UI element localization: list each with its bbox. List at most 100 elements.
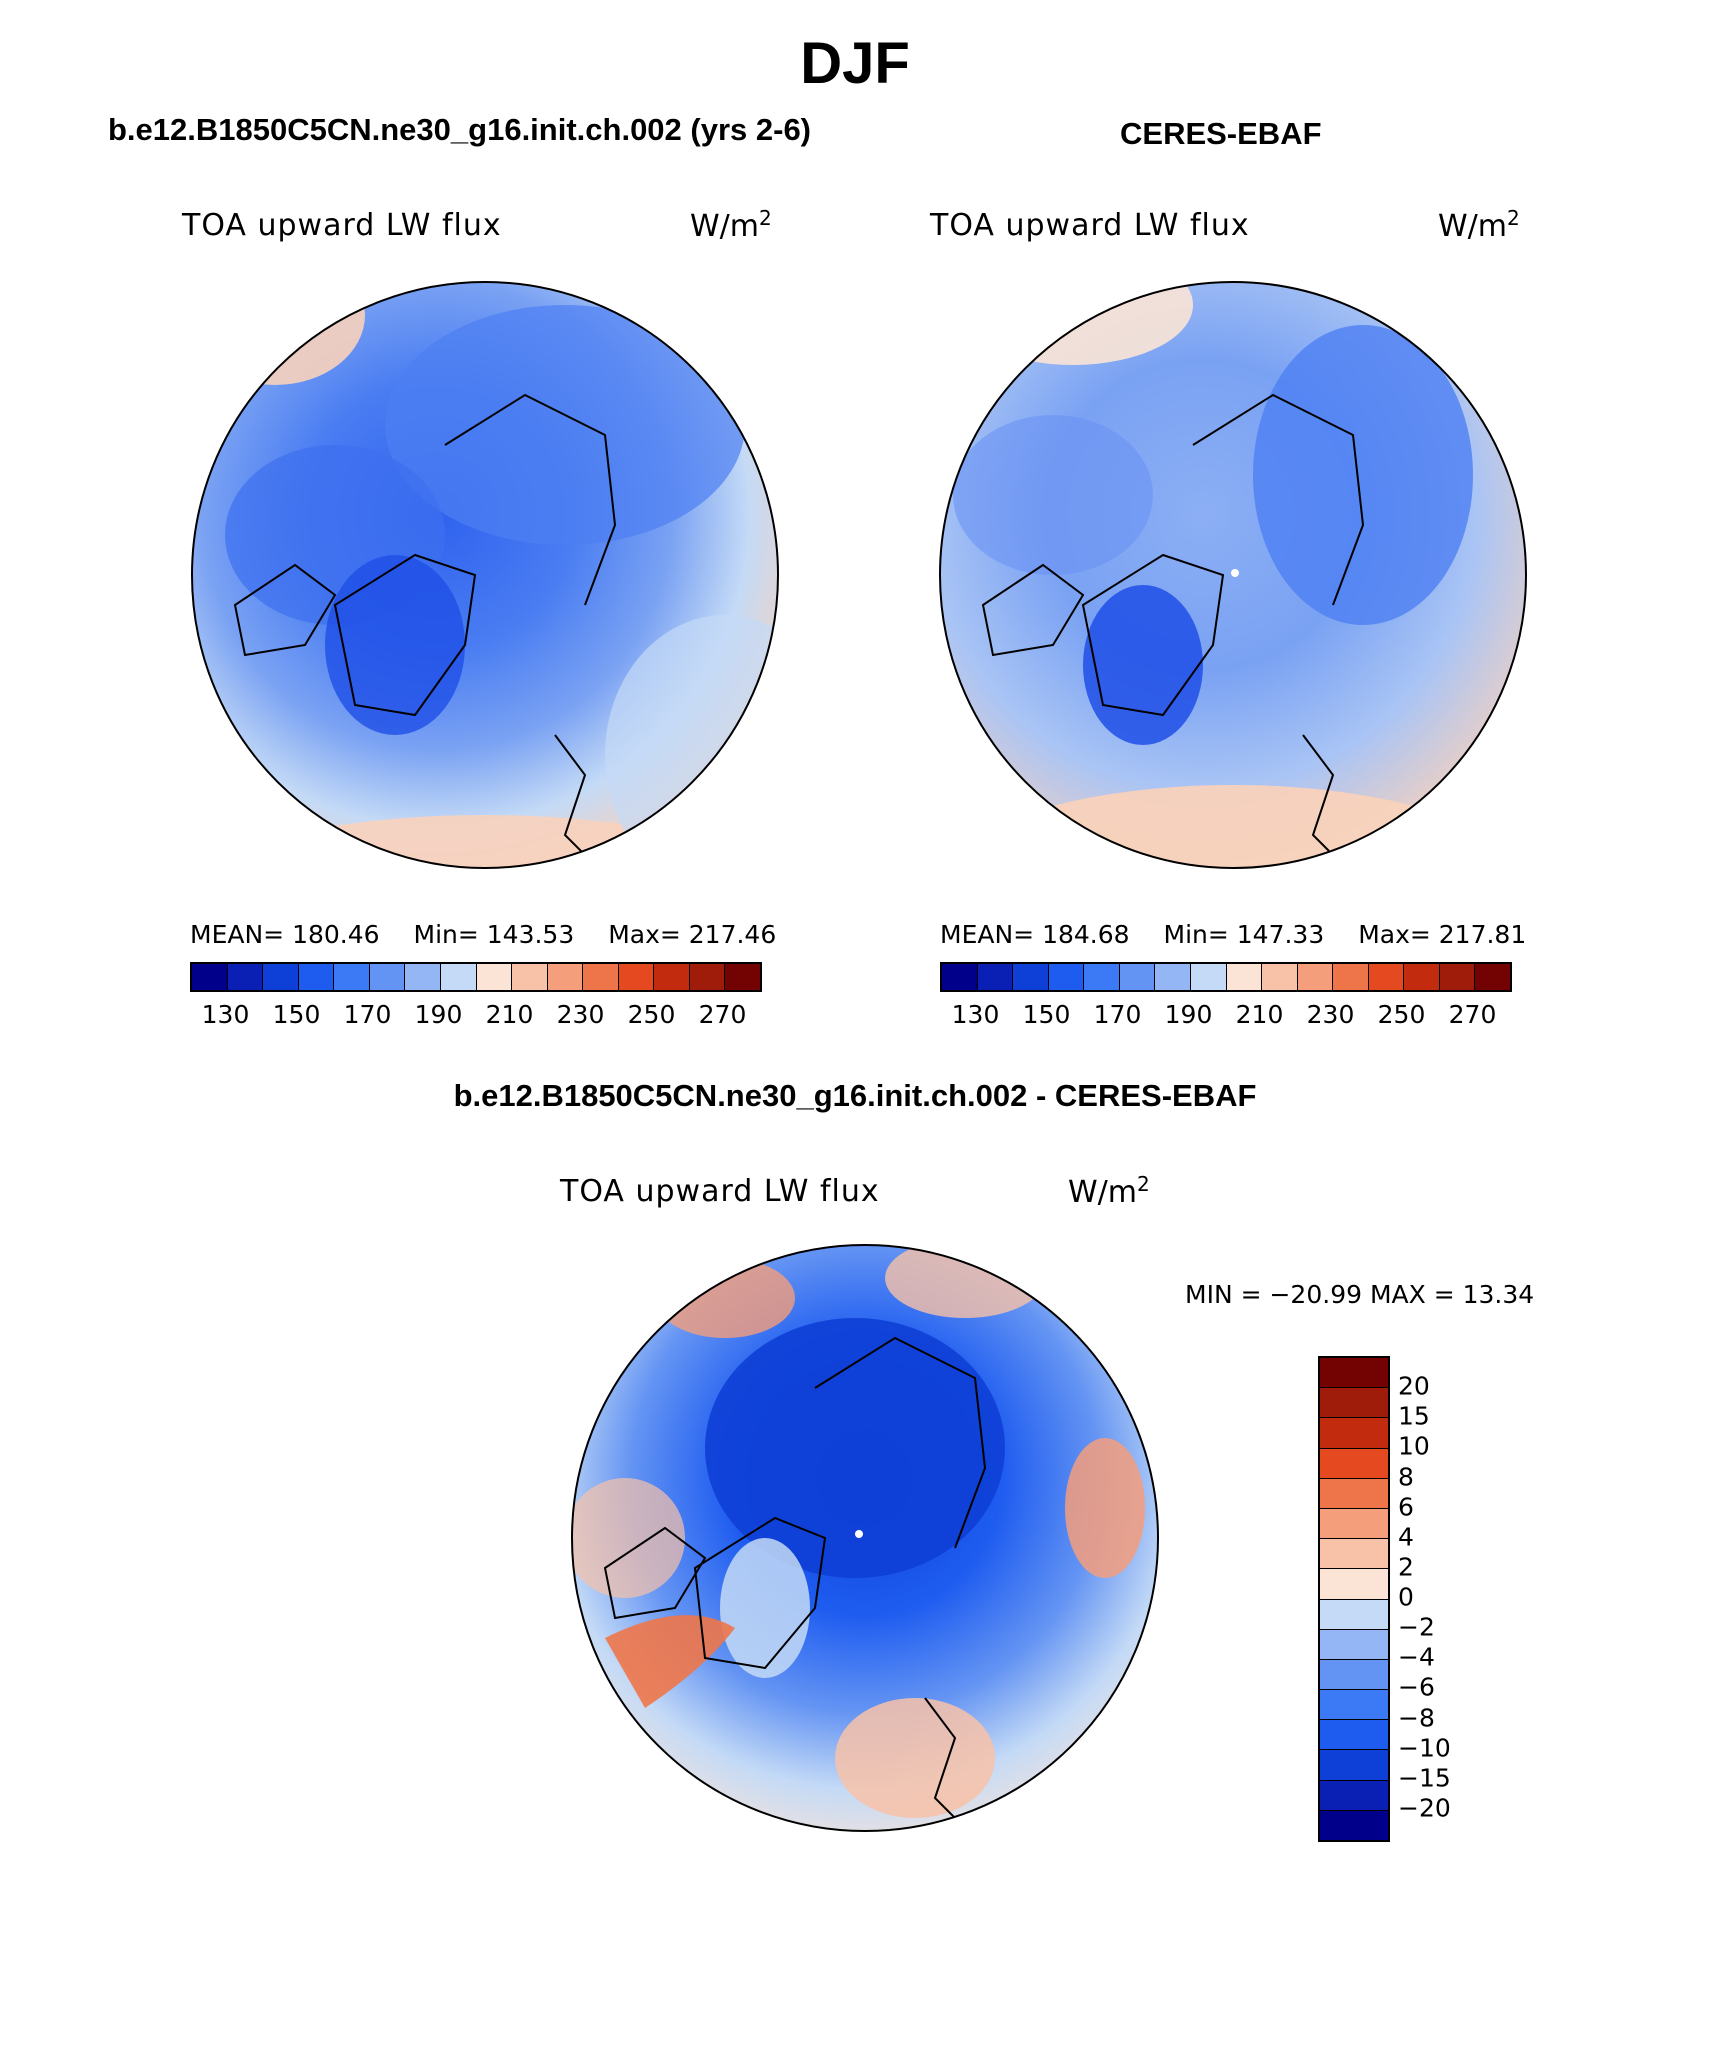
panel2-colorbar-tick: 230 — [1306, 1000, 1355, 1029]
panel3-colorbar — [1318, 1356, 1390, 1842]
panel3-colorbar-cell — [1320, 1508, 1388, 1540]
panel3-polar-map — [571, 1244, 1159, 1832]
panel1-greenland-outline — [333, 553, 477, 717]
panel1-colorbar-cell — [583, 964, 619, 990]
panel2-colorbar — [940, 962, 1512, 992]
panel3-colorbar-cell — [1320, 1690, 1388, 1721]
panel3-colorbar-tick: −20 — [1398, 1793, 1451, 1823]
panel3-variable-label: TOA upward LW flux — [560, 1174, 880, 1209]
panel2-colorbar-tick: 150 — [1022, 1000, 1071, 1029]
panel1-colorbar-cell — [369, 964, 406, 990]
panel3-colorbar-tick: −10 — [1398, 1733, 1451, 1763]
panel3-colorbar-cell — [1320, 1780, 1388, 1811]
panel1-colorbar-tick: 230 — [556, 1000, 605, 1029]
panel2-colorbar-cell — [1262, 964, 1298, 990]
panel2-stats: MEAN= 184.68 Min= 147.33 Max= 217.81 — [940, 920, 1526, 949]
panel3-colorbar-tick: 10 — [1398, 1431, 1430, 1461]
panel1-colorbar-cell — [512, 964, 548, 990]
panel1-colorbar-cell — [227, 964, 264, 990]
panel3-colorbar-tick: −6 — [1398, 1672, 1435, 1702]
panel1-colorbar-cell — [476, 964, 513, 990]
panel3-colorbar-tick: 6 — [1398, 1492, 1414, 1522]
panel2-greenland-outline — [1081, 553, 1225, 717]
panel3-colorbar-cell — [1320, 1810, 1388, 1840]
panel2-colorbar-tick: 170 — [1093, 1000, 1142, 1029]
panel2-colorbar-cell — [942, 964, 978, 990]
panel3-colorbar-tick: 8 — [1398, 1462, 1414, 1491]
panel2-variable-label: TOA upward LW flux — [930, 208, 1250, 243]
panel1-title: b.e12.B1850C5CN.ne30_g16.init.ch.002 (yr… — [108, 112, 812, 147]
panel2-colorbar-tick: 210 — [1235, 1000, 1284, 1029]
panel3-colorbar-tick: −8 — [1398, 1703, 1435, 1732]
panel2-min: Min= 147.33 — [1163, 920, 1325, 949]
panel3-title: b.e12.B1850C5CN.ne30_g16.init.ch.002 - C… — [453, 1078, 1257, 1113]
panel2-colorbar-tick: 190 — [1164, 1000, 1213, 1029]
panel1-polar-map — [191, 281, 779, 869]
panel3-colorbar-cell — [1320, 1629, 1388, 1660]
panel3-colorbar-cell — [1320, 1388, 1388, 1419]
panel1-canada-coast — [233, 563, 337, 657]
panel1-siberia-coast — [444, 393, 617, 606]
panel2-title: CERES-EBAF — [1120, 116, 1322, 151]
panel1-stats: MEAN= 180.46 Min= 143.53 Max= 217.46 — [190, 920, 776, 949]
panel1-colorbar-cell — [405, 964, 441, 990]
panel2-colorbar-cell — [1155, 964, 1191, 990]
panel3-colorbar-cell — [1320, 1659, 1388, 1691]
panel3-colorbar-cell — [1320, 1599, 1388, 1630]
panel1-min: Min= 143.53 — [413, 920, 575, 949]
panel3-units: W/m2 — [1068, 1172, 1150, 1210]
panel3-colorbar-tick: 20 — [1398, 1371, 1430, 1401]
panel3-colorbar-tick: 0 — [1398, 1582, 1414, 1612]
panel2-colorbar-tick: 130 — [951, 1000, 1000, 1029]
panel3-colorbar-tick: −15 — [1398, 1763, 1451, 1793]
figure-title: DJF — [800, 31, 910, 96]
panel2-colorbar-tick: 270 — [1448, 1000, 1497, 1029]
panel3-canada-coast — [603, 1526, 707, 1620]
panel3-map-border — [571, 1244, 1159, 1832]
panel3-colorbar-cell — [1320, 1750, 1388, 1781]
panel1-mean: MEAN= 180.46 — [190, 920, 380, 949]
panel3-colorbar-tick: 15 — [1398, 1401, 1430, 1431]
panel3-colorbar-tick: 2 — [1398, 1552, 1414, 1582]
panel1-colorbar-cell — [263, 964, 299, 990]
panel3-colorbar-cell — [1320, 1720, 1388, 1751]
panel2-colorbar-cell — [977, 964, 1014, 990]
panel2-colorbar-cell — [1475, 964, 1510, 990]
panel1-colorbar-cell — [334, 964, 370, 990]
panel2-max: Max= 217.81 — [1358, 920, 1527, 949]
panel1-map-border — [191, 281, 779, 869]
panel2-mean: MEAN= 184.68 — [940, 920, 1130, 949]
panel3-colorbar-cell — [1320, 1358, 1388, 1389]
panel1-units: W/m2 — [690, 206, 772, 244]
panel3-colorbar-cell — [1320, 1448, 1388, 1479]
panel3-colorbar-cell — [1320, 1569, 1388, 1600]
panel1-colorbar-cell — [192, 964, 228, 990]
panel3-colorbar-cell — [1320, 1478, 1388, 1509]
panel1-colorbar-tick: 150 — [272, 1000, 321, 1029]
panel1-colorbar-cell — [547, 964, 584, 990]
panel1-colorbar-cell — [689, 964, 726, 990]
panel2-colorbar-cell — [1368, 964, 1405, 990]
panel2-colorbar-tick: 250 — [1377, 1000, 1426, 1029]
panel3-colorbar-cell — [1320, 1418, 1388, 1449]
panel1-colorbar-tick: 210 — [485, 1000, 534, 1029]
panel2-colorbar-cell — [1297, 964, 1334, 990]
panel1-max: Max= 217.46 — [608, 920, 777, 949]
panel2-colorbar-cell — [1048, 964, 1085, 990]
panel1-colorbar-ticks: 130 150 170 190 210 230 250 270 — [190, 1000, 762, 1030]
panel1-colorbar-cell — [618, 964, 655, 990]
panel2-colorbar-cell — [1404, 964, 1440, 990]
panel1-colorbar-cell — [440, 964, 477, 990]
panel1-colorbar — [190, 962, 762, 992]
panel2-colorbar-cell — [1013, 964, 1049, 990]
panel2-canada-coast — [981, 563, 1085, 657]
panel1-colorbar-cell — [654, 964, 690, 990]
panel2-units: W/m2 — [1438, 206, 1520, 244]
panel2-colorbar-cell — [1439, 964, 1476, 990]
panel3-colorbar-tick: 4 — [1398, 1522, 1414, 1552]
panel2-colorbar-cell — [1333, 964, 1369, 990]
panel3-colorbar-ticks: 20 15 10 8 6 4 2 0 −2 −4 −6 −8 −10 −15 −20 — [1398, 1356, 1478, 1838]
panel1-colorbar-tick: 190 — [414, 1000, 463, 1029]
panel2-colorbar-ticks: 130 150 170 190 210 230 250 270 — [940, 1000, 1512, 1030]
panel1-colorbar-cell — [725, 964, 760, 990]
